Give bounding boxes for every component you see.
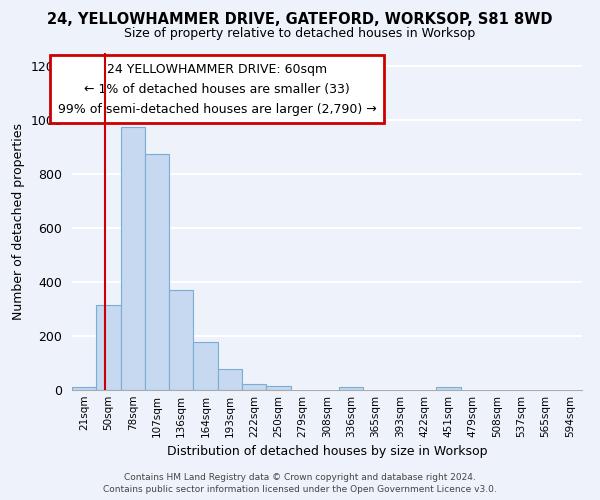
Text: 24 YELLOWHAMMER DRIVE: 60sqm
← 1% of detached houses are smaller (33)
99% of sem: 24 YELLOWHAMMER DRIVE: 60sqm ← 1% of det… <box>58 62 377 116</box>
Bar <box>436 387 461 390</box>
Bar <box>72 388 96 390</box>
Bar <box>145 154 169 390</box>
Bar <box>121 126 145 390</box>
Text: Contains HM Land Registry data © Crown copyright and database right 2024.
Contai: Contains HM Land Registry data © Crown c… <box>103 472 497 494</box>
Text: 24, YELLOWHAMMER DRIVE, GATEFORD, WORKSOP, S81 8WD: 24, YELLOWHAMMER DRIVE, GATEFORD, WORKSO… <box>47 12 553 28</box>
Bar <box>193 342 218 390</box>
Y-axis label: Number of detached properties: Number of detached properties <box>12 122 25 320</box>
Bar <box>339 387 364 390</box>
Bar <box>96 305 121 390</box>
Bar <box>266 386 290 390</box>
Bar <box>169 290 193 390</box>
Text: Size of property relative to detached houses in Worksop: Size of property relative to detached ho… <box>124 28 476 40</box>
Bar <box>242 384 266 390</box>
X-axis label: Distribution of detached houses by size in Worksop: Distribution of detached houses by size … <box>167 446 487 458</box>
Bar <box>218 369 242 390</box>
